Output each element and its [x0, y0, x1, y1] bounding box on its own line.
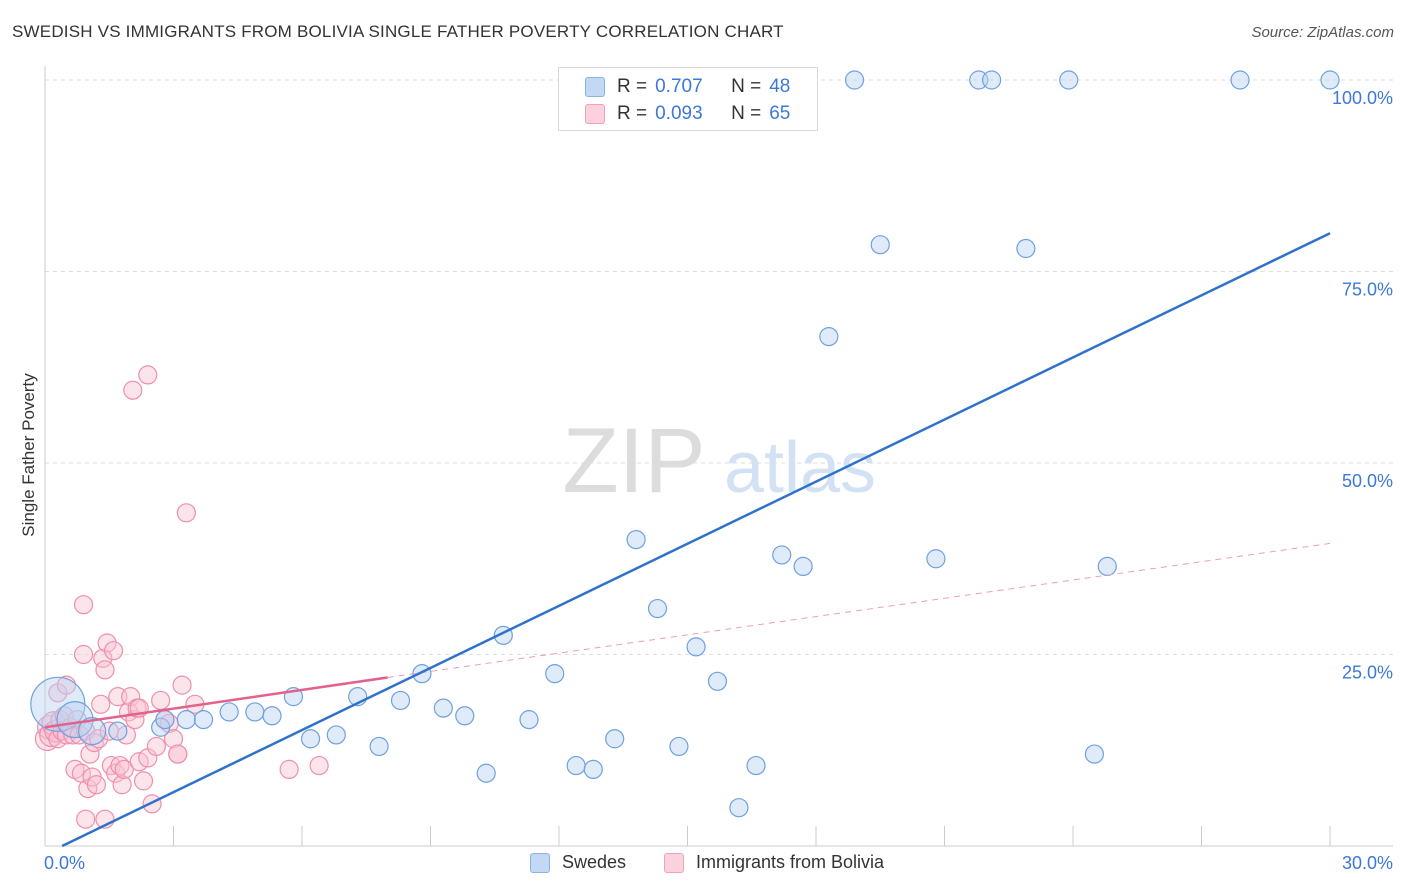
- bolivia-point: [114, 759, 134, 780]
- swedes-point: [390, 690, 411, 711]
- swedes-point: [369, 736, 389, 757]
- legend-r-value: 0.093: [655, 103, 703, 124]
- bolivia-point: [91, 694, 111, 714]
- bolivia-point: [133, 771, 154, 791]
- bolivia-trend-line: [44, 676, 388, 729]
- swedes-point: [193, 710, 214, 730]
- swedes-point: [605, 729, 625, 749]
- swedes-point: [772, 545, 792, 565]
- chart-title: SWEDISH VS IMMIGRANTS FROM BOLIVIA SINGL…: [12, 22, 784, 41]
- y-tick-label: 75.0%: [1342, 280, 1393, 300]
- bolivia-point: [123, 380, 143, 400]
- swedes-point: [1320, 70, 1340, 90]
- series-legend-bolivia[interactable]: Immigrants from Bolivia: [664, 852, 884, 873]
- swedes-point: [746, 755, 766, 776]
- bolivia-point: [172, 675, 192, 695]
- bolivia-point: [86, 775, 107, 795]
- bolivia-point: [103, 641, 124, 661]
- swedes-point: [78, 716, 107, 746]
- bolivia-point: [309, 755, 329, 776]
- watermark-zip: ZIP: [562, 410, 705, 512]
- bolivia-point: [93, 648, 113, 668]
- swedes-point: [176, 710, 196, 730]
- swedes-point: [262, 706, 282, 726]
- y-tick-label: 25.0%: [1342, 663, 1393, 683]
- bolivia-point: [168, 744, 188, 764]
- watermark-atlas: atlas: [724, 428, 876, 508]
- legend-r-label: R =: [617, 76, 648, 97]
- legend-r-label: R =: [617, 103, 648, 124]
- legend-n-label: N =: [731, 103, 762, 124]
- legend-r-value: 0.707: [655, 76, 703, 97]
- swedes-point: [455, 706, 475, 726]
- swedes-point: [707, 671, 728, 691]
- swedes-point: [1059, 70, 1079, 90]
- swedes-point: [519, 710, 539, 730]
- legend-n-value: 48: [769, 76, 791, 97]
- bolivia-point: [163, 729, 184, 749]
- bolivia-point: [73, 644, 94, 665]
- swedes-point: [669, 736, 689, 757]
- swedes-point: [219, 702, 239, 722]
- y-tick-label: 100.0%: [1332, 88, 1393, 108]
- swedes-point: [566, 755, 586, 776]
- swedes-point: [819, 327, 839, 347]
- legend-n-value: 65: [769, 103, 791, 124]
- bolivia-point: [146, 736, 166, 757]
- bolivia-point: [138, 365, 158, 385]
- swedes-point: [245, 702, 265, 722]
- legend-n-label: N =: [731, 76, 762, 97]
- swedes-point: [647, 598, 668, 619]
- bolivia-point: [151, 690, 171, 711]
- swedes-trend-line: [61, 232, 1331, 848]
- bolivia-point: [63, 725, 83, 745]
- series-swatch-bolivia: [664, 852, 684, 873]
- swedes-point: [326, 725, 346, 745]
- swedes-point: [433, 698, 453, 718]
- swedes-point: [155, 710, 175, 730]
- legend-row-bolivia: R = 0.093 N = 65: [585, 102, 790, 126]
- swedes-point: [108, 721, 128, 741]
- bolivia-point: [88, 729, 109, 749]
- swedes-point: [870, 235, 890, 255]
- swedes-point: [583, 759, 603, 780]
- bolivia-point: [97, 633, 117, 653]
- legend-row-swedes: R = 0.707 N = 48: [585, 75, 790, 99]
- swedes-point: [926, 549, 946, 569]
- swedes-point: [844, 70, 865, 90]
- swedes-point: [626, 529, 646, 550]
- swedes-point: [300, 729, 321, 749]
- chart-source: Source: ZipAtlas.com: [1251, 24, 1394, 41]
- swedes-point: [476, 763, 496, 783]
- bolivia-point: [112, 775, 132, 795]
- x-tick-label: 30.0%: [1342, 853, 1393, 873]
- legend-swatch-bolivia: [585, 104, 605, 124]
- swedes-point: [793, 556, 813, 577]
- legend-swatch-swedes: [585, 77, 605, 97]
- swedes-point: [1084, 744, 1105, 764]
- swedes-point: [1097, 556, 1117, 577]
- series-name-swedes: Swedes: [562, 852, 627, 872]
- swedes-point: [1016, 238, 1036, 259]
- series-name-bolivia: Immigrants from Bolivia: [696, 852, 885, 872]
- swedes-point: [412, 664, 432, 684]
- series-legend-swedes[interactable]: Swedes: [530, 852, 626, 873]
- swedes-point: [982, 70, 1002, 90]
- bolivia-point: [95, 660, 115, 680]
- y-tick-label: 50.0%: [1342, 471, 1393, 491]
- swedes-point: [545, 664, 565, 684]
- swedes-point: [1230, 70, 1250, 90]
- correlation-legend: R = 0.707 N = 48 R = 0.093 N = 65: [558, 67, 818, 131]
- bolivia-point: [76, 809, 96, 829]
- bolivia-point: [73, 595, 94, 615]
- swedes-point: [686, 637, 706, 657]
- bolivia-trend-extension: [387, 542, 1331, 678]
- bolivia-point: [176, 503, 196, 523]
- bolivia-point: [80, 744, 100, 764]
- x-tick-label: 0.0%: [44, 853, 85, 873]
- bolivia-point: [279, 759, 299, 780]
- swedes-point: [729, 798, 749, 818]
- series-swatch-swedes: [530, 852, 550, 873]
